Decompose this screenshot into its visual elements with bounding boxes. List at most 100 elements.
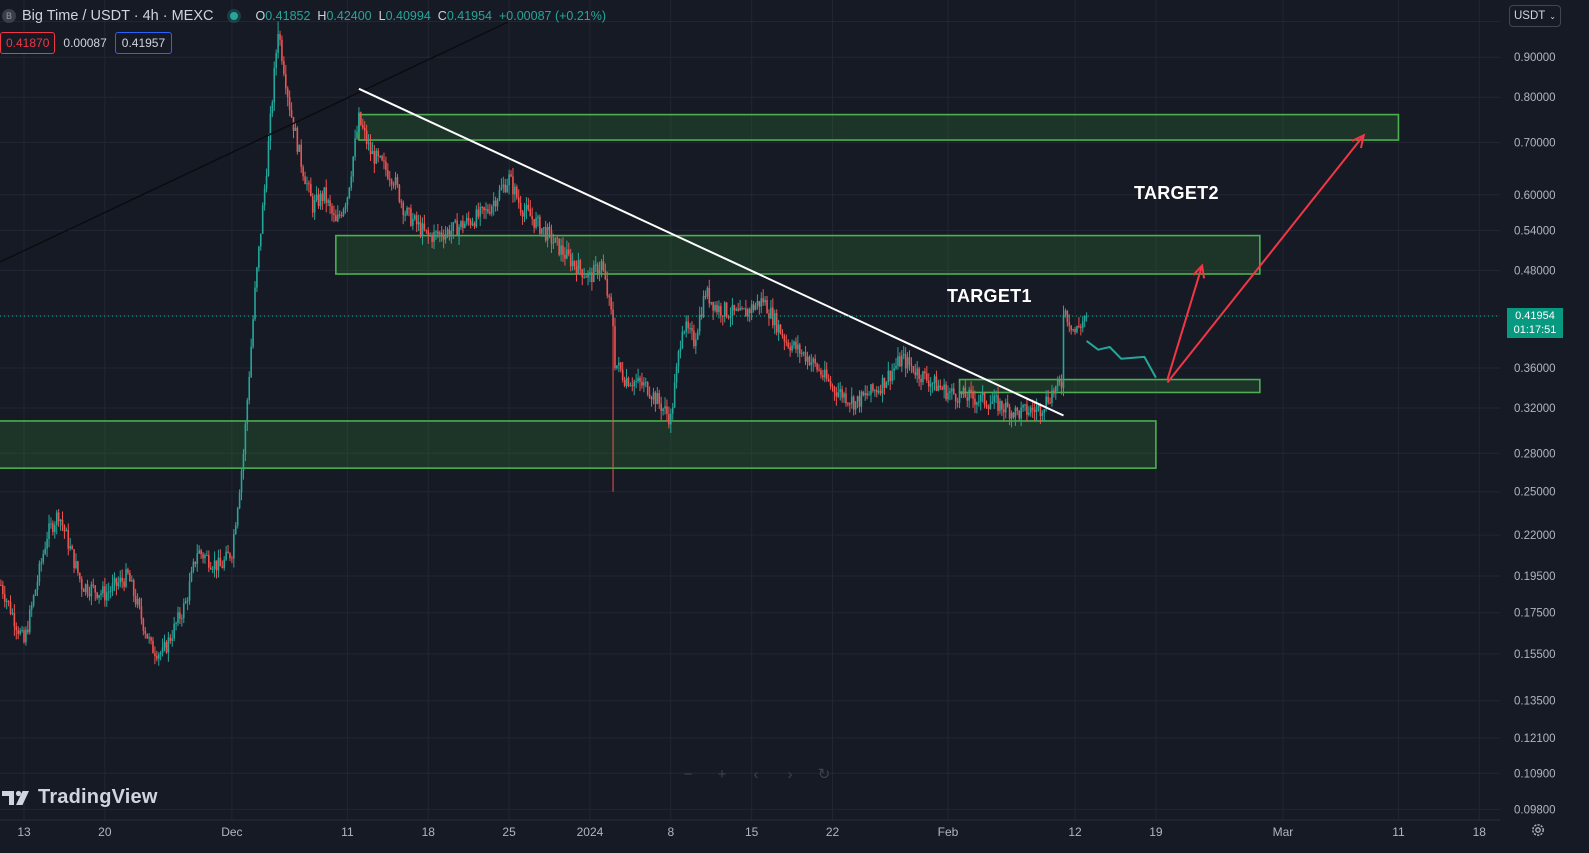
candle-body [267, 141, 270, 176]
candle-body [410, 208, 412, 226]
tradingview-logo[interactable]: TradingView [2, 786, 158, 809]
candle-body [920, 378, 922, 383]
candle-body [107, 591, 110, 593]
candle-body [186, 600, 189, 602]
candle-body [562, 245, 564, 255]
candle-body [644, 382, 647, 384]
candle-body [50, 523, 52, 525]
candle-body [849, 403, 851, 405]
target1-label[interactable]: TARGET1 [947, 286, 1032, 306]
candle-body [190, 570, 193, 582]
candle-body [117, 582, 120, 586]
price-axis[interactable]: 1.300001.150001.000000.900000.800000.700… [1500, 0, 1589, 853]
candle-body [731, 304, 734, 317]
candle-body [471, 223, 474, 225]
candle-body [758, 301, 761, 307]
candle-body [795, 341, 797, 350]
candle-body [891, 371, 893, 381]
buy-price-button[interactable]: 0.41957 [114, 32, 173, 54]
candle-body [163, 642, 166, 648]
candle-body [494, 200, 497, 207]
price-tick-label: 0.13500 [1514, 696, 1556, 708]
grid-lines [0, 0, 1500, 820]
candle-body [637, 377, 639, 382]
candle-body [541, 228, 543, 234]
candle-body [440, 232, 443, 237]
candle-body [23, 630, 25, 643]
candle-body [317, 194, 320, 207]
reset-chart-icon[interactable]: ↻ [817, 766, 831, 783]
candle-body [587, 272, 589, 278]
price-tick-label: 0.60000 [1514, 190, 1556, 202]
sell-price-button[interactable]: 0.41870 [0, 32, 56, 54]
target2-label[interactable]: TARGET2 [1134, 183, 1219, 203]
currency-selector[interactable]: USDT ⌄ [1509, 5, 1561, 27]
candle-body [104, 586, 106, 601]
candle-body [729, 316, 732, 318]
candle-body [175, 622, 177, 624]
candle-body [575, 265, 578, 274]
candle-body [265, 175, 268, 189]
candle-body [121, 577, 123, 582]
candle-body [223, 559, 225, 568]
candle-body [375, 150, 378, 164]
candle-body [259, 233, 262, 247]
candle-body [773, 313, 776, 326]
scroll-left-icon[interactable]: ‹ [753, 765, 759, 783]
candle-body [712, 301, 714, 311]
candle-body [192, 561, 195, 571]
candle-body [860, 391, 863, 407]
candle-body [306, 183, 308, 185]
candle-body [989, 403, 992, 409]
candle-body [394, 177, 397, 185]
symbol-title[interactable]: Big Time / USDT · 4h · MEXC [22, 8, 214, 24]
candle-body [246, 400, 249, 424]
candle-body [1004, 402, 1007, 413]
candle-body [271, 102, 274, 114]
candle-body [870, 384, 872, 395]
ohlc-change: +0.00087 (+0.21%) [499, 9, 607, 23]
candle-body [756, 301, 759, 306]
time-tick-label: 19 [1149, 825, 1163, 839]
candle-body [381, 156, 383, 161]
time-axis[interactable]: 13 20 Dec 11 18 25 2024 8 15 22 Feb 12 19 Mar 11 18 [0, 819, 1500, 839]
candle-body [71, 546, 73, 550]
candle-body [976, 402, 978, 405]
candle-body [695, 339, 697, 347]
candle-body [993, 395, 995, 402]
price-tick-label: 0.54000 [1514, 226, 1556, 238]
candle-body [157, 654, 160, 659]
candle-body [79, 572, 81, 580]
candle-body [933, 376, 936, 383]
candle-body [88, 593, 91, 597]
zoom-out-icon[interactable]: − [683, 765, 693, 783]
candle-body [338, 214, 341, 216]
candle-body [874, 390, 876, 392]
candle-body [84, 584, 87, 592]
axis-settings-gear-icon[interactable] [1530, 822, 1546, 838]
candle-body [952, 388, 955, 395]
candle-body [467, 217, 470, 221]
price-tick-label: 0.48000 [1514, 265, 1556, 277]
scroll-right-icon[interactable]: › [787, 765, 793, 783]
candle-body [7, 600, 10, 602]
zoom-in-icon[interactable]: + [717, 765, 727, 783]
candle-body [593, 264, 595, 283]
candle-body [962, 387, 965, 395]
candle-body [745, 308, 747, 317]
candle-body [429, 235, 431, 237]
candle-body [906, 357, 909, 369]
zone-rectangle [0, 420, 1157, 469]
candle-body [194, 561, 197, 564]
candle-body [658, 393, 661, 404]
candle-body [269, 113, 272, 142]
candle-body [311, 196, 314, 213]
candle-body [362, 124, 364, 128]
candle-body [256, 267, 258, 288]
candle-body [960, 391, 963, 395]
candle-body [200, 550, 202, 555]
candle-body [951, 388, 953, 392]
candle-body [123, 581, 125, 587]
time-tick-label: 12 [1068, 825, 1082, 839]
